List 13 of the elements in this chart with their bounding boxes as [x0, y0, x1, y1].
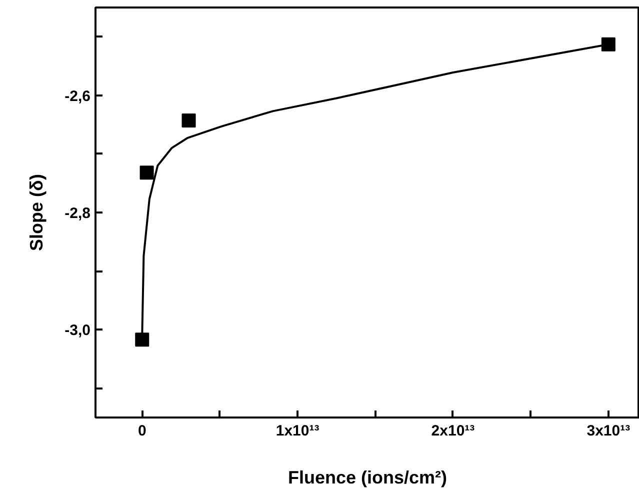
point	[140, 166, 154, 180]
y-axis-title: Slope (δ)	[26, 174, 47, 251]
x-tick-label: 1x10¹³	[276, 422, 320, 440]
x-tick-label: 0	[138, 422, 146, 440]
point	[601, 37, 616, 52]
y-tick-label: -3,0	[64, 322, 91, 340]
x-tick-label: 3x10¹³	[586, 422, 630, 440]
x-axis-title: Fluence (ions/cm²)	[288, 468, 448, 488]
y-tick-label: -2,6	[64, 88, 91, 105]
point	[135, 332, 150, 347]
y-tick-label: -2,8	[64, 205, 91, 222]
x-tick-label: 2x10¹³	[431, 422, 475, 440]
point	[182, 114, 196, 128]
